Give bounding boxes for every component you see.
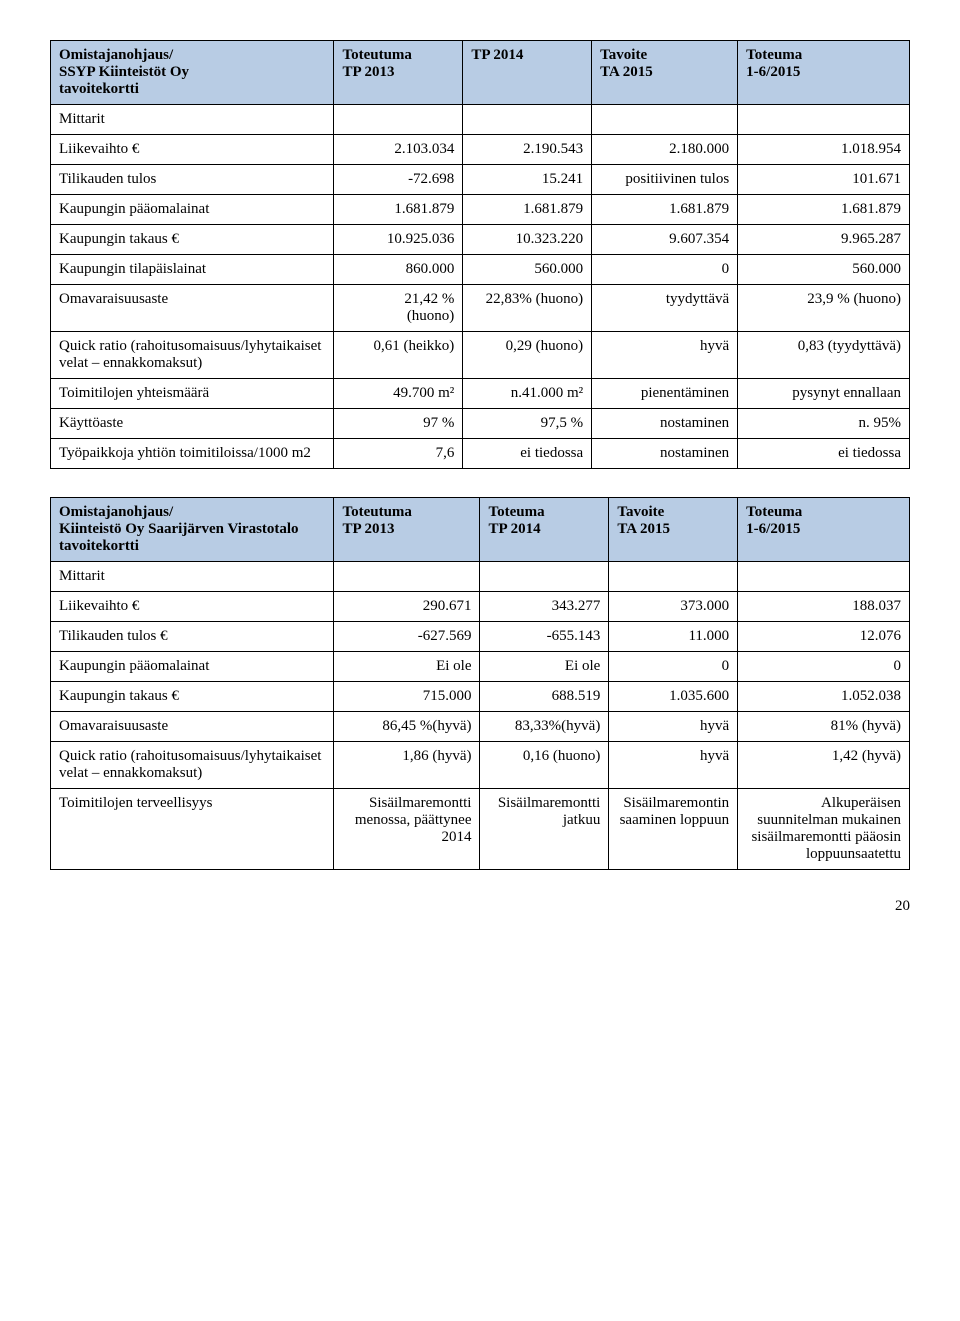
table-row: Käyttöaste 97 % 97,5 % nostaminen n. 95% [51,409,910,439]
t2-h2: Toteuma TP 2014 [480,498,609,562]
table-row: Kaupungin takaus € 10.925.036 10.323.220… [51,225,910,255]
table-row: Omavaraisuusaste 21,42 % (huono) 22,83% … [51,285,910,332]
table-row: Tilikauden tulos € -627.569 -655.143 11.… [51,622,910,652]
table-row: Kaupungin tilapäislainat 860.000 560.000… [51,255,910,285]
t1-h3: Tavoite TA 2015 [592,41,738,105]
t1-h0: Omistajanohjaus/ SSYP Kiinteistöt Oy tav… [51,41,334,105]
t2-h1: Toteutuma TP 2013 [334,498,480,562]
mittarit-label: Mittarit [51,105,334,135]
t2-h3: Tavoite TA 2015 [609,498,738,562]
table-row: Toimitilojen terveellisyys Sisäilmaremon… [51,789,910,870]
t1-h1: Toteutuma TP 2013 [334,41,463,105]
table-row: Työpaikkoja yhtiön toimitiloissa/1000 m2… [51,439,910,469]
table-ssyp: Omistajanohjaus/ SSYP Kiinteistöt Oy tav… [50,40,910,469]
table-row: Kaupungin takaus € 715.000 688.519 1.035… [51,682,910,712]
t2-h4: Toteuma 1-6/2015 [738,498,910,562]
mittarit-label: Mittarit [51,562,334,592]
t1-h2: TP 2014 [463,41,592,105]
page-number: 20 [50,898,910,915]
table-row: Kaupungin pääomalainat Ei ole Ei ole 0 0 [51,652,910,682]
table-row: Liikevaihto € 2.103.034 2.190.543 2.180.… [51,135,910,165]
table-row: Kaupungin pääomalainat 1.681.879 1.681.8… [51,195,910,225]
table-row: Omavaraisuusaste 86,45 %(hyvä) 83,33%(hy… [51,712,910,742]
t1-h4: Toteuma 1-6/2015 [738,41,910,105]
table-row: Toimitilojen yhteismäärä 49.700 m² n.41.… [51,379,910,409]
table-row: Quick ratio (rahoitusomaisuus/lyhytaikai… [51,332,910,379]
table-virastotalo: Omistajanohjaus/ Kiinteistö Oy Saarijärv… [50,497,910,870]
table-row: Liikevaihto € 290.671 343.277 373.000 18… [51,592,910,622]
t2-h0: Omistajanohjaus/ Kiinteistö Oy Saarijärv… [51,498,334,562]
table-row: Tilikauden tulos -72.698 15.241 positiiv… [51,165,910,195]
table-row: Quick ratio (rahoitusomaisuus/lyhytaikai… [51,742,910,789]
